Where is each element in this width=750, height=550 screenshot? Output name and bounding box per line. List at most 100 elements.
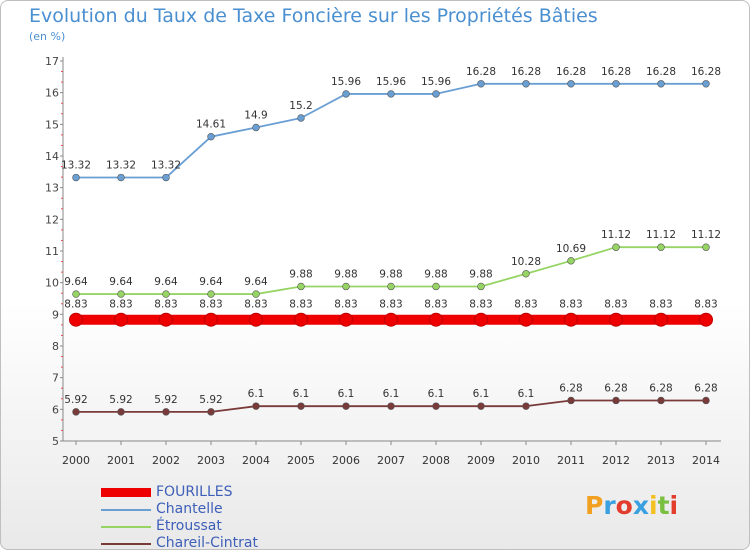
data-label: 11.12 xyxy=(646,229,676,241)
legend-label: Chantelle xyxy=(156,501,223,517)
y-tick-label: 15 xyxy=(45,118,59,131)
data-label: 5.92 xyxy=(154,394,177,406)
data-label: 13.32 xyxy=(61,160,91,172)
data-point xyxy=(72,173,80,182)
data-point xyxy=(477,80,485,88)
data-point xyxy=(387,402,395,410)
logo-letter: t xyxy=(657,491,670,520)
data-point xyxy=(342,402,350,410)
legend-label: Étroussat xyxy=(156,518,222,534)
logo-letter: r xyxy=(603,491,616,520)
y-tick-label: 5 xyxy=(52,435,59,448)
data-label: 6.1 xyxy=(518,388,535,400)
x-tick-label: 2000 xyxy=(62,454,90,467)
data-point xyxy=(297,114,305,122)
y-tick-label: 7 xyxy=(52,372,59,385)
data-point xyxy=(564,312,578,327)
x-tick-label: 2001 xyxy=(107,454,135,467)
data-point xyxy=(252,123,260,132)
data-point xyxy=(162,290,170,298)
data-point xyxy=(477,282,485,291)
data-label: 5.92 xyxy=(199,394,222,406)
data-label: 8.83 xyxy=(64,299,87,311)
data-point xyxy=(522,80,530,88)
data-point xyxy=(207,290,215,298)
data-point xyxy=(339,312,353,327)
data-label: 9.64 xyxy=(244,276,268,288)
data-label: 8.83 xyxy=(604,299,627,311)
data-point xyxy=(474,312,488,327)
data-label: 8.83 xyxy=(514,299,537,311)
logo-letter: i xyxy=(649,491,658,520)
data-point xyxy=(117,173,125,182)
data-point xyxy=(69,312,83,327)
data-label: 16.28 xyxy=(601,66,631,78)
data-point xyxy=(657,80,665,88)
data-label: 6.1 xyxy=(473,388,490,400)
data-label: 6.28 xyxy=(559,382,582,394)
data-label: 16.28 xyxy=(511,66,541,78)
data-label: 16.28 xyxy=(466,66,496,78)
data-label: 6.28 xyxy=(694,382,717,394)
data-point xyxy=(387,90,395,98)
logo-letter: P xyxy=(585,491,604,520)
x-tick-label: 2003 xyxy=(197,454,225,467)
data-label: 8.83 xyxy=(469,299,492,311)
data-point xyxy=(567,80,575,88)
data-point xyxy=(567,257,575,265)
legend-swatch xyxy=(101,509,151,511)
data-point xyxy=(432,402,440,410)
data-label: 5.92 xyxy=(109,394,132,406)
logo-letter: x xyxy=(632,491,649,520)
y-tick-label: 14 xyxy=(45,150,59,163)
data-label: 13.32 xyxy=(106,160,136,172)
data-point xyxy=(432,90,440,98)
data-point xyxy=(294,312,308,327)
data-point xyxy=(477,402,485,410)
data-point xyxy=(702,80,710,88)
data-label: 11.12 xyxy=(691,229,721,241)
legend-swatch xyxy=(101,543,151,545)
x-tick-label: 2004 xyxy=(242,454,270,467)
data-point xyxy=(699,312,713,327)
data-label: 6.1 xyxy=(293,388,310,400)
data-label: 9.88 xyxy=(289,268,312,280)
data-point xyxy=(522,402,530,410)
y-tick-label: 9 xyxy=(52,308,59,321)
proxiti-logo: Proxiti xyxy=(585,491,678,520)
data-point xyxy=(159,312,173,327)
data-label: 16.28 xyxy=(556,66,586,78)
data-label: 9.88 xyxy=(379,268,402,280)
data-label: 6.28 xyxy=(604,382,627,394)
x-tick-label: 2005 xyxy=(287,454,315,467)
x-tick-label: 2011 xyxy=(557,454,585,467)
data-label: 15.96 xyxy=(376,76,406,88)
data-point xyxy=(207,408,215,416)
data-label: 8.83 xyxy=(199,299,222,311)
x-tick-label: 2002 xyxy=(152,454,180,467)
data-label: 14.61 xyxy=(196,119,226,131)
data-point xyxy=(114,312,128,327)
x-tick-label: 2014 xyxy=(692,454,720,467)
y-tick-label: 6 xyxy=(52,403,59,416)
data-label: 8.83 xyxy=(649,299,672,311)
data-label: 13.32 xyxy=(151,160,181,172)
x-tick-label: 2012 xyxy=(602,454,630,467)
y-tick-label: 11 xyxy=(45,245,59,258)
data-label: 8.83 xyxy=(154,299,177,311)
data-label: 9.88 xyxy=(334,268,357,280)
legend-label: Chareil-Cintrat xyxy=(156,535,258,550)
data-label: 10.28 xyxy=(511,256,541,268)
data-label: 9.88 xyxy=(424,268,447,280)
legend-item: FOURILLES xyxy=(101,484,321,501)
data-point xyxy=(72,408,80,416)
data-point xyxy=(162,408,170,416)
y-tick-label: 13 xyxy=(45,182,59,195)
data-label: 6.1 xyxy=(428,388,445,400)
x-tick-label: 2008 xyxy=(422,454,450,467)
data-point xyxy=(702,243,710,251)
data-label: 8.83 xyxy=(559,299,582,311)
data-label: 8.83 xyxy=(379,299,402,311)
